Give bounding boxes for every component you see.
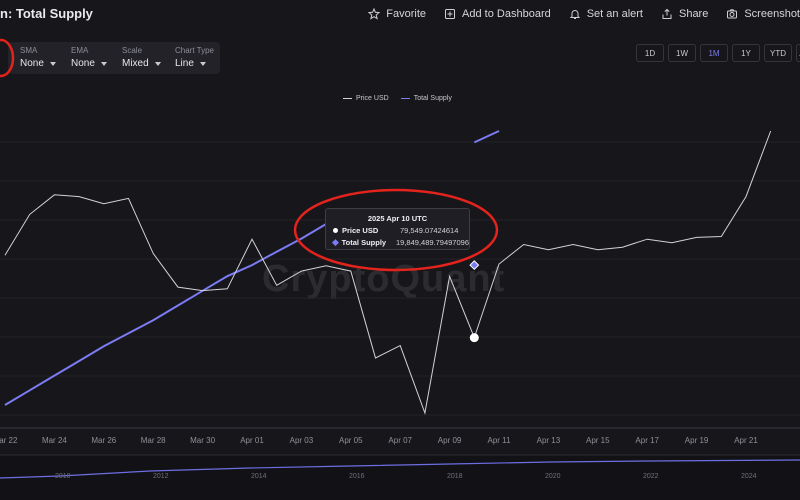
screenshot-button[interactable]: Screenshot [726, 8, 800, 20]
share-button[interactable]: Share [661, 8, 708, 20]
tooltip-supply-value: 19,849,489.79497096 [396, 238, 469, 247]
range-1m-button[interactable]: 1M [700, 44, 728, 62]
camera-icon [727, 9, 738, 19]
dashboard-add-icon [445, 9, 456, 19]
tooltip-price-value: 79,549.07424614 [400, 226, 459, 235]
x-tick-label: Apr 05 [339, 436, 363, 445]
navigator-years: 2010 2012 2014 2016 2018 2020 2022 2024 [55, 473, 757, 480]
sma-value: None [20, 58, 44, 69]
favorite-label: Favorite [386, 8, 427, 20]
x-tick-label: Mar 22 [0, 436, 18, 445]
x-tick-label: Apr 03 [290, 436, 314, 445]
navigator-year-label: 2014 [251, 473, 267, 480]
price-dot-icon [333, 228, 338, 233]
set-alert-label: Set an alert [586, 8, 643, 20]
price-series-line [4, 130, 772, 415]
sma-label: SMA [20, 46, 38, 55]
range-1y-button[interactable]: 1Y [732, 44, 760, 62]
scale-select[interactable]: Scale Mixed [122, 46, 161, 69]
legend-supply[interactable]: Total Supply [400, 95, 452, 102]
navigator-year-label: 2022 [643, 473, 659, 480]
sma-select[interactable]: SMA None [20, 46, 56, 69]
share-icon [662, 8, 672, 19]
grid [0, 141, 800, 416]
x-tick-label: Apr 21 [734, 436, 758, 445]
bell-icon [569, 10, 580, 19]
x-tick-label: Apr 01 [240, 436, 264, 445]
navigator-supply-line [0, 459, 800, 479]
action-bar: Favorite Add to Dashboard Set an alert S… [368, 8, 800, 20]
page-title: n: Total Supply [0, 6, 93, 21]
supply-series-line [4, 130, 500, 406]
watermark: CryptoQuant [262, 258, 506, 300]
x-tick-label: Apr 17 [635, 436, 659, 445]
share-label: Share [678, 8, 709, 20]
favorite-button[interactable]: Favorite [368, 8, 426, 20]
range-1d-button[interactable]: 1D [636, 44, 664, 62]
x-tick-label: Mar 28 [141, 436, 166, 445]
chart-type-label: Chart Type [175, 46, 214, 55]
chart-controls: SMA None EMA None Scale Mixed Chart Type… [8, 42, 220, 74]
chart-legend: Price USD Total Supply [343, 95, 452, 102]
annotation-ellipse-tooltip [293, 188, 499, 272]
navigator-year-label: 2024 [741, 473, 757, 480]
range-1w-button[interactable]: 1W [668, 44, 696, 62]
x-tick-label: Mar 24 [42, 436, 67, 445]
legend-price[interactable]: Price USD [343, 95, 389, 102]
scale-value: Mixed [122, 58, 149, 69]
tooltip-price-label: Price USD [342, 226, 379, 235]
range-ytd-button[interactable]: YTD [764, 44, 792, 62]
hover-tooltip: 2025 Apr 10 UTC Price USD 79,549.0742461… [325, 208, 470, 250]
x-tick-label: Mar 30 [190, 436, 215, 445]
navigator-year-label: 2018 [447, 473, 463, 480]
caret-down-icon [100, 61, 107, 66]
x-tick-label: Apr 19 [685, 436, 709, 445]
set-alert-button[interactable]: Set an alert [569, 8, 643, 20]
legend-supply-label: Total Supply [413, 95, 452, 102]
x-tick-label: Apr 11 [488, 436, 512, 445]
supply-diamond-icon [331, 239, 339, 246]
range-selector: 1D 1W 1M 1Y YTD A [636, 44, 800, 62]
legend-supply-swatch [400, 97, 410, 100]
scale-label: Scale [122, 46, 143, 55]
price-hover-marker [469, 333, 479, 343]
ema-label: EMA [71, 46, 89, 55]
ema-value: None [71, 58, 95, 69]
chart-type-select[interactable]: Chart Type Line [175, 46, 214, 69]
caret-down-icon [49, 61, 56, 66]
caret-down-icon [199, 61, 206, 66]
screenshot-label: Screenshot [744, 8, 800, 20]
x-tick-label: Apr 15 [586, 436, 610, 445]
navigator-year-label: 2020 [545, 473, 561, 480]
add-to-dashboard-button[interactable]: Add to Dashboard [444, 8, 551, 20]
supply-hover-marker [469, 260, 480, 271]
navigator-year-label: 2016 [349, 473, 365, 480]
legend-price-label: Price USD [356, 95, 389, 102]
ema-select[interactable]: EMA None [71, 46, 107, 69]
x-tick-label: Apr 07 [388, 436, 412, 445]
navigator-year-label: 2010 [55, 473, 71, 480]
tooltip-supply-label: Total Supply [341, 238, 387, 247]
legend-price-swatch [343, 97, 352, 100]
navigator-year-label: 2012 [153, 473, 169, 480]
x-tick-label: Apr 13 [537, 436, 561, 445]
chart-type-value: Line [175, 58, 194, 69]
x-tick-label: Mar 26 [91, 436, 116, 445]
caret-down-icon [154, 61, 161, 66]
x-tick-label: Apr 09 [438, 436, 462, 445]
annotation-ellipse-corner [0, 38, 15, 78]
tooltip-date: 2025 Apr 10 UTC [367, 214, 428, 223]
add-to-dashboard-label: Add to Dashboard [462, 8, 551, 20]
x-axis-ticks: Mar 22 Mar 24 Mar 26 Mar 28 Mar 30 Apr 01 Apr … [0, 436, 758, 445]
navigator-background[interactable] [0, 455, 800, 500]
star-icon [368, 8, 381, 20]
